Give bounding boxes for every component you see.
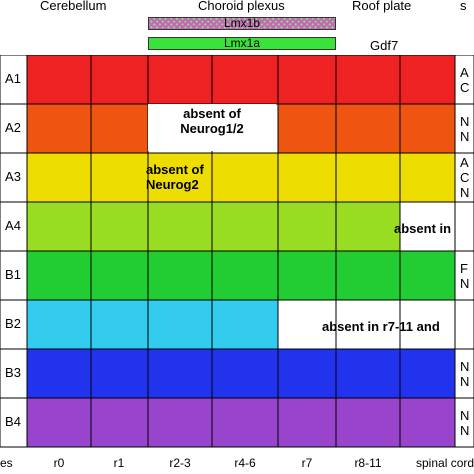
note-a2: absent of Neurog1/2 [148, 104, 276, 151]
cell-a3-5 [277, 152, 337, 203]
cell-a1-1 [26, 55, 92, 105]
cell-a3-2 [90, 152, 149, 203]
column-label-1: r1 [113, 456, 125, 470]
note-a4: absent in [394, 221, 452, 236]
cell-b4-1 [26, 397, 92, 448]
cell-b1-1 [26, 250, 92, 301]
cell-a3-3 [147, 152, 213, 203]
cell-b2-2 [90, 299, 149, 350]
label-cell-a1 [0, 55, 28, 105]
row-label-b1: B1 [5, 267, 21, 282]
cell-a1-5 [277, 55, 337, 105]
right-text-a2: N N [460, 113, 470, 144]
cell-b2-3 [147, 299, 213, 350]
cell-a4-2 [90, 201, 149, 252]
cell-b3-1 [26, 348, 92, 399]
cell-b3-2 [90, 348, 149, 399]
column-label-5: r8-11 [354, 456, 382, 470]
cell-a3-4 [211, 152, 279, 203]
lmx1a-label: Lmx1a [223, 36, 261, 50]
lmx1b-label: Lmx1b [223, 16, 261, 30]
row-label-a2: A2 [5, 120, 21, 135]
label-cell-b3 [0, 348, 28, 399]
cell-a1-6 [335, 55, 401, 105]
cell-a1-2 [90, 55, 149, 105]
cell-a4-5 [277, 201, 337, 252]
cell-b3-3 [147, 348, 213, 399]
cell-a4-1 [26, 201, 92, 252]
right-cell-b4 [454, 397, 474, 448]
cell-a4-3 [147, 201, 213, 252]
cell-a1-3 [147, 55, 213, 105]
row-label-a1: A1 [5, 71, 21, 86]
right-text-b3: N N [460, 358, 470, 389]
axis-left-label: es [0, 456, 13, 470]
cell-b3-4 [211, 348, 279, 399]
cell-a4-6 [335, 201, 401, 252]
cell-a2-1 [26, 103, 92, 154]
region-roof-plate: Roof plate [352, 0, 412, 13]
cell-b4-6 [335, 397, 401, 448]
cell-b3-5 [277, 348, 337, 399]
gdf7-label: Gdf7 [370, 38, 399, 53]
lmx1b-bar: Lmx1b [148, 17, 336, 30]
cell-b3-6 [335, 348, 401, 399]
region-cerebellum: Cerebellum [40, 0, 107, 13]
cell-b1-5 [277, 250, 337, 301]
note-b2: absent in r7-11 and [322, 319, 440, 334]
row-label-b4: B4 [5, 414, 21, 429]
label-cell-a2 [0, 103, 28, 154]
column-label-3: r4-6 [234, 456, 256, 470]
right-cell-b2 [454, 299, 474, 350]
cell-b1-3 [147, 250, 213, 301]
domain-grid [0, 55, 474, 450]
cell-b2-1 [26, 299, 92, 350]
right-text-b1: F N [460, 260, 470, 291]
domain-grid-svg [0, 55, 474, 448]
cell-a2-2 [90, 103, 149, 154]
column-label-2: r2-3 [169, 456, 191, 470]
row-label-b3: B3 [5, 365, 21, 380]
cell-b2-6 [335, 299, 401, 350]
cell-b2-4 [211, 299, 279, 350]
label-cell-b1 [0, 250, 28, 301]
cell-a2-6 [335, 103, 401, 154]
right-cell-a4 [454, 201, 474, 252]
region-choroid-plexus: Choroid plexus [198, 0, 285, 13]
cell-a1-4 [211, 55, 279, 105]
note-a3: absent of Neurog2 [146, 162, 204, 192]
row-label-b2: B2 [5, 316, 21, 331]
region-spinal-truncated: s [460, 0, 467, 13]
cell-b1-4 [211, 250, 279, 301]
column-label-4: r7 [301, 456, 313, 470]
lmx1a-bar: Lmx1a [148, 37, 336, 50]
cell-a3-1 [26, 152, 92, 203]
cell-b4-4 [211, 397, 279, 448]
right-text-b4: N N [460, 407, 470, 438]
column-label-0: r0 [53, 456, 65, 470]
cell-b1-2 [90, 250, 149, 301]
cell-b4-5 [277, 397, 337, 448]
row-label-a4: A4 [5, 218, 21, 233]
cell-a3-6 [335, 152, 401, 203]
row-label-a3: A3 [5, 169, 21, 184]
cell-b1-6 [335, 250, 401, 301]
cell-b4-2 [90, 397, 149, 448]
right-text-a3: A C N [460, 155, 470, 200]
cell-a2-5 [277, 103, 337, 154]
cell-b4-3 [147, 397, 213, 448]
cell-a4-4 [211, 201, 279, 252]
column-label-6: spinal cord [416, 456, 474, 470]
label-cell-a4 [0, 201, 28, 252]
right-text-a1: A C [460, 64, 470, 95]
